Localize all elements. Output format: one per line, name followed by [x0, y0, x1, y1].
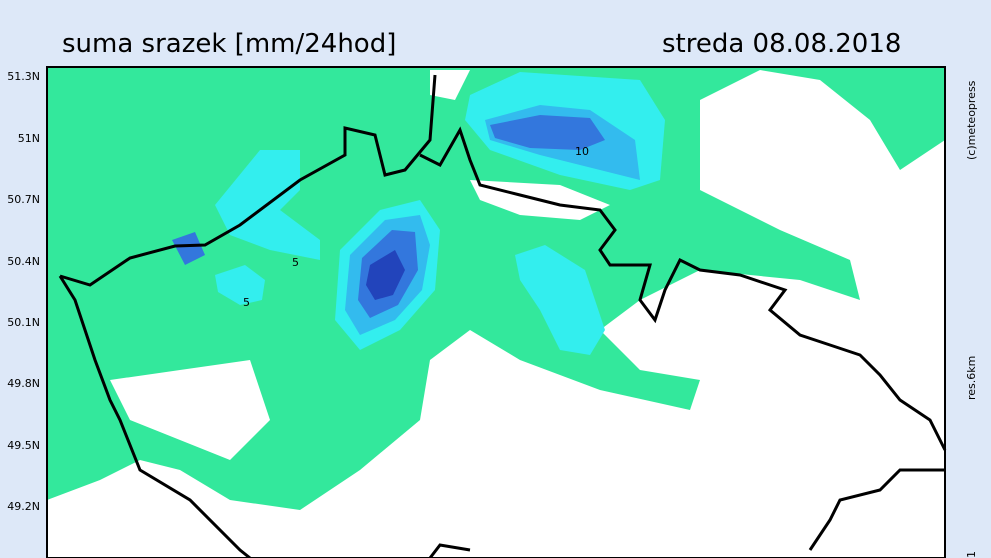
- rain-area-5mm: [215, 265, 265, 305]
- dry-patch: [430, 70, 470, 100]
- lat-label: 49.8N: [7, 377, 40, 390]
- rain-area-15mm: [172, 232, 205, 265]
- rain-area-20mm: [366, 250, 405, 300]
- map-title: suma srazek [mm/24hod]: [62, 29, 396, 59]
- contour-label: 5: [292, 256, 299, 269]
- map-area: 10 5 5: [46, 66, 947, 558]
- latitude-labels: 51.3N 51N 50.7N 50.4N 50.1N 49.8N 49.5N …: [7, 70, 40, 513]
- contour-label: 10: [575, 145, 589, 158]
- map-date: streda 08.08.2018: [662, 29, 901, 59]
- lat-label: 50.7N: [7, 193, 40, 206]
- lat-label: 51N: [18, 132, 40, 145]
- country-border: [58, 74, 947, 558]
- copyright: (c)meteopress: [965, 80, 978, 160]
- resolution: res.6km: [965, 356, 978, 400]
- contour-label: 5: [243, 296, 250, 309]
- dry-patch: [110, 360, 270, 460]
- lat-label: 49.2N: [7, 500, 40, 513]
- rain-area-5mm: [515, 245, 605, 355]
- lat-label: 50.4N: [7, 255, 40, 268]
- page-number: 1: [965, 551, 978, 558]
- dry-patch: [700, 80, 850, 190]
- lat-label: 49.5N: [7, 439, 40, 452]
- lat-label: 50.1N: [7, 316, 40, 329]
- map-frame-border: [46, 66, 946, 558]
- rain-area-15mm: [490, 115, 605, 150]
- lat-label: 51.3N: [7, 70, 40, 83]
